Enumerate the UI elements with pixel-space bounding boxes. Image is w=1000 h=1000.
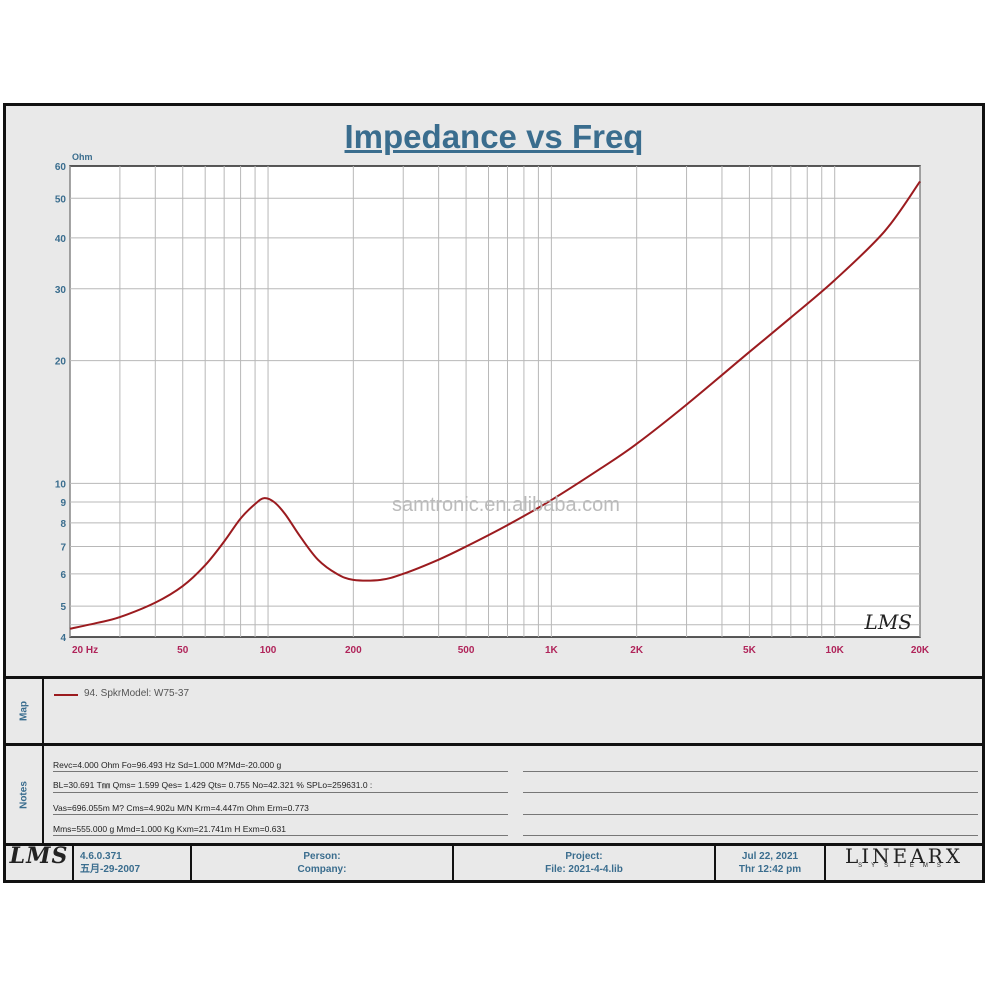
person-label: Person: — [303, 851, 341, 862]
x-tick-label: 20 Hz — [72, 645, 98, 656]
note-row: Mms=555.000 g Mmd=1.000 Kg Kxm=21.741m H… — [53, 818, 981, 836]
x-tick-label: 5K — [743, 645, 757, 656]
y-tick-label: 50 — [55, 194, 67, 205]
note-row: Revc=4.000 Ohm Fo=96.493 Hz Sd=1.000 M?M… — [53, 754, 981, 772]
note-underline — [523, 771, 978, 772]
x-tick-label: 500 — [458, 645, 475, 656]
x-tick-label: 2K — [630, 645, 644, 656]
y-tick-label: 40 — [55, 234, 67, 245]
lms-logo: LMS — [9, 843, 69, 869]
notes-panel: Notes Revc=4.000 Ohm Fo=96.493 Hz Sd=1.0… — [6, 743, 982, 843]
y-tick-label: 9 — [60, 498, 66, 509]
y-tick-label: 10 — [55, 479, 67, 490]
notes-tab[interactable]: Notes — [6, 746, 44, 843]
note-row: BL=30.691 T㎜ Qms= 1.599 Qes= 1.429 Qts= … — [53, 775, 981, 793]
map-panel: Map 94. SpkrModel: W75-37 — [6, 676, 982, 743]
note-text: Revc=4.000 Ohm Fo=96.493 Hz Sd=1.000 M?M… — [53, 760, 282, 770]
footer-logo-cell: LMS — [6, 843, 74, 880]
notes-tab-label: Notes — [18, 780, 30, 809]
y-tick-label: 4 — [60, 633, 66, 644]
note-text: Mms=555.000 g Mmd=1.000 Kg Kxm=21.741m H… — [53, 824, 286, 834]
y-tick-label: 6 — [60, 570, 66, 581]
person-cell: Person: Company: — [192, 846, 454, 880]
footer-bar: LMS 4.6.0.371 五月-29-2007 Person: Company… — [6, 843, 982, 880]
note-text: BL=30.691 T㎜ Qms= 1.599 Qes= 1.429 Qts= … — [53, 780, 373, 790]
impedance-chart: 20 Hz 50 100 200 500 1K 2K 5K 10K 20K 60 50 40 30 20 10… — [55, 152, 930, 656]
y-tick-label: 5 — [60, 602, 66, 613]
impedance-curve — [69, 180, 921, 630]
x-tick-label: 1K — [545, 645, 559, 656]
y-tick-label: 20 — [55, 357, 67, 368]
plot-lms-logo: LMS — [864, 610, 912, 634]
note-underline — [53, 771, 508, 772]
note-row: Vas=696.055m M? Cms=4.902u M/N Krm=4.447… — [53, 797, 981, 815]
legend-label: 94. SpkrModel: W75-37 — [84, 688, 190, 699]
map-tab[interactable]: Map — [6, 679, 44, 743]
x-tick-label: 20K — [911, 645, 930, 656]
note-underline — [53, 835, 508, 836]
x-tick-label: 100 — [260, 645, 277, 656]
company-label: Company: — [297, 864, 347, 875]
version-cell: 4.6.0.371 五月-29-2007 — [74, 846, 192, 880]
version-number: 4.6.0.371 — [80, 851, 122, 862]
file-label: File: 2021-4-4.lib — [545, 864, 623, 875]
version-date: 五月-29-2007 — [80, 864, 141, 875]
project-label: Project: — [565, 851, 603, 862]
chart-title: Impedance vs Freq — [344, 118, 644, 155]
note-underline — [523, 814, 978, 815]
x-tick-label: 10K — [826, 645, 845, 656]
note-underline — [523, 792, 978, 793]
map-tab-label: Map — [18, 701, 30, 721]
x-tick-label: 200 — [345, 645, 362, 656]
y-tick-label: 30 — [55, 285, 67, 296]
note-text: Vas=696.055m M? Cms=4.902u M/N Krm=4.447… — [53, 803, 309, 813]
time-text: Thr 12:42 pm — [738, 864, 802, 875]
y-axis-label: Ohm — [72, 152, 93, 162]
plot-area — [69, 165, 921, 638]
note-underline — [523, 835, 978, 836]
linearx-subtitle: SYSTEMS — [858, 863, 950, 869]
note-underline — [53, 792, 508, 793]
y-tick-label: 7 — [60, 543, 66, 554]
legend-swatch — [54, 694, 78, 696]
linearx-logo: LINEARX — [844, 844, 964, 868]
report-frame: Impedance vs Freq 20 Hz 50 100 200 500 1K 2K 5K… — [3, 103, 985, 883]
project-cell: Project: File: 2021-4-4.lib — [454, 846, 716, 880]
date-text: Jul 22, 2021 — [741, 851, 799, 862]
x-tick-label: 50 — [177, 645, 189, 656]
watermark: samtronic.en.alibaba.com — [392, 494, 620, 516]
y-tick-label: 60 — [55, 162, 67, 173]
y-tick-label: 8 — [60, 519, 66, 530]
brand-cell: LINEARX SYSTEMS — [826, 846, 982, 880]
note-underline — [53, 814, 508, 815]
date-cell: Jul 22, 2021 Thr 12:42 pm — [716, 846, 826, 880]
